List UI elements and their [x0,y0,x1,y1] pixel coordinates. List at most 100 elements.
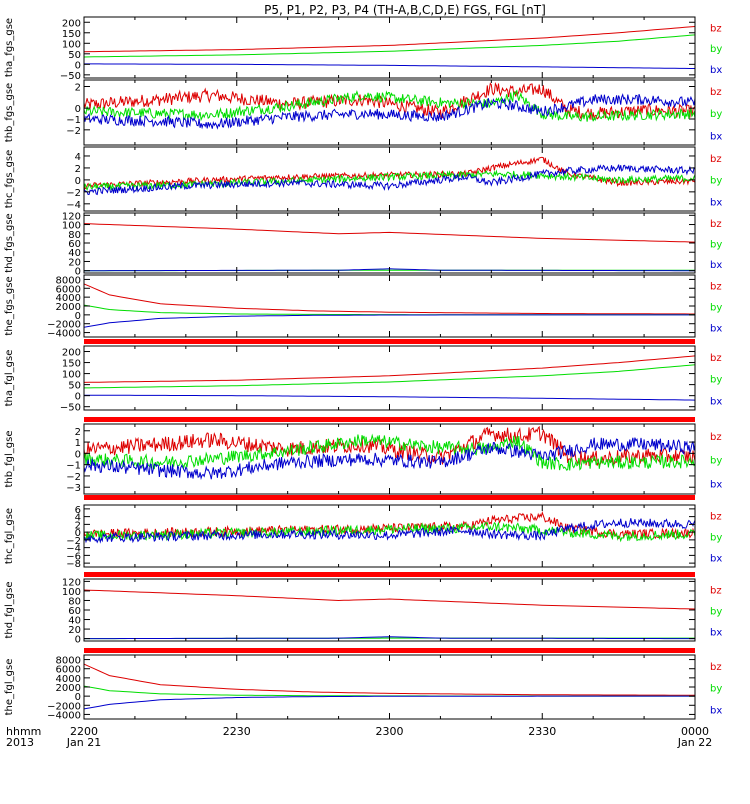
legend-bx: bx [710,705,722,716]
y-axis-label: the_fgs_gse [4,276,15,335]
legend-bx: bx [710,197,722,208]
y-tick-label: 8000 [56,656,81,667]
y-tick-label: −2000 [47,701,81,712]
legend-by: by [710,44,722,55]
y-tick-label: 4 [75,152,81,163]
series-line-bz [84,663,695,696]
y-axis-label: thd_fgs_gse [4,213,15,272]
y-tick-label: −1 [66,115,81,126]
series-line-bz [84,355,695,383]
legend-bx: bx [710,396,722,407]
y-tick-label: 60 [68,239,81,250]
legend-bx: bx [710,131,722,142]
time-tick-date: Jan 21 [66,736,101,749]
series-line-by [84,364,695,389]
legend-bx: bx [710,628,722,639]
y-tick-label: 1 [75,438,81,449]
panel-thb_fgs_gse: 2 0−1−2 thb_fgs_gse bz by bx [4,79,722,146]
series-line-bx [84,518,695,544]
y-tick-label: 120 [62,211,81,222]
y-tick-label: 20 [68,625,81,636]
y-tick-label: 80 [68,596,81,607]
panel-frame [83,578,696,642]
legend-by: by [710,240,722,251]
y-tick-label: −2 [66,126,81,137]
legend-bz: bz [710,87,722,98]
legend-bx: bx [710,480,722,491]
legend-by: by [710,303,722,314]
y-tick-label: −6 [66,551,81,562]
y-tick-label: −2000 [47,320,81,331]
series-line-by [84,34,695,58]
y-tick-label: 0 [75,635,81,646]
y-tick-label: 50 [68,381,81,392]
panel-frame [83,274,696,338]
y-axis-label: thb_fgl_gse [4,431,15,488]
y-tick-label: 0 [75,692,81,703]
y-tick-label: −2 [66,188,81,199]
quality-flag-bar [84,417,695,422]
y-tick-label: −8 [66,559,81,570]
y-tick-label: 4000 [56,674,81,685]
y-axis-label: thd_fgl_gse [4,582,15,639]
y-tick-label: −4000 [47,329,81,340]
series-line-bz [84,223,695,243]
panel-thb_fgl_gse: 210−1−2−3 thb_fgl_gse bz by bx [4,423,722,495]
time-tick-label: 2330 [528,725,556,738]
series-line-bx [84,437,695,481]
panel-frame [83,16,696,79]
y-tick-label: 4 [75,513,81,524]
series-line-bz [84,26,695,53]
y-tick-label: 150 [62,359,81,370]
y-tick-label: 0 [75,60,81,71]
y-tick-label: 0 [75,267,81,278]
y-tick-label: 2 [75,164,81,175]
time-axis-row-label-2: 2013 [6,736,34,749]
y-tick-label: 40 [68,616,81,627]
y-tick-label: 100 [62,39,81,50]
series-line-bx [84,314,695,328]
legend-by: by [710,607,722,618]
y-tick-label: 0 [75,392,81,403]
y-tick-label: 6000 [56,284,81,295]
y-tick-label: −4 [66,200,81,211]
series-line-bx [84,394,695,401]
legend-bx: bx [710,554,722,565]
legend-by: by [710,684,722,695]
legend-bz: bz [710,154,722,165]
series-line-bz [84,425,695,466]
y-tick-label: 20 [68,257,81,268]
legend-by: by [710,375,722,386]
series-line-bx [84,695,695,710]
series-line-bz [84,156,695,190]
time-tick-label: 0000 [681,725,709,738]
panel-thc_fgs_gse: 420−2−4 thc_fgs_gse bz by bx [4,146,722,212]
y-tick-label: −50 [60,403,81,414]
y-tick-label: 6000 [56,665,81,676]
y-tick-label: 40 [68,248,81,259]
legend-by: by [710,533,722,544]
y-tick-label: 120 [62,577,81,588]
legend-bz: bz [710,23,722,34]
series-line-bx [84,164,695,196]
series-line-bx [84,93,695,130]
y-tick-label: 0 [75,528,81,539]
panel-frame [83,345,696,411]
time-axis-row-label-1: hhmm [6,725,41,738]
y-axis-label: thc_fgs_gse [4,150,15,209]
y-tick-label: −2 [66,536,81,547]
y-tick-label: 2000 [56,302,81,313]
y-tick-label: 2 [75,427,81,438]
series-line-bz [84,589,695,610]
legend-bx: bx [710,324,722,335]
quality-flag-bar [84,648,695,653]
y-tick-label: 6 [75,505,81,516]
quality-flag-bar [84,572,695,577]
y-tick-label: 200 [62,348,81,359]
legend-bx: bx [710,65,722,76]
y-tick-label: 0 [75,176,81,187]
